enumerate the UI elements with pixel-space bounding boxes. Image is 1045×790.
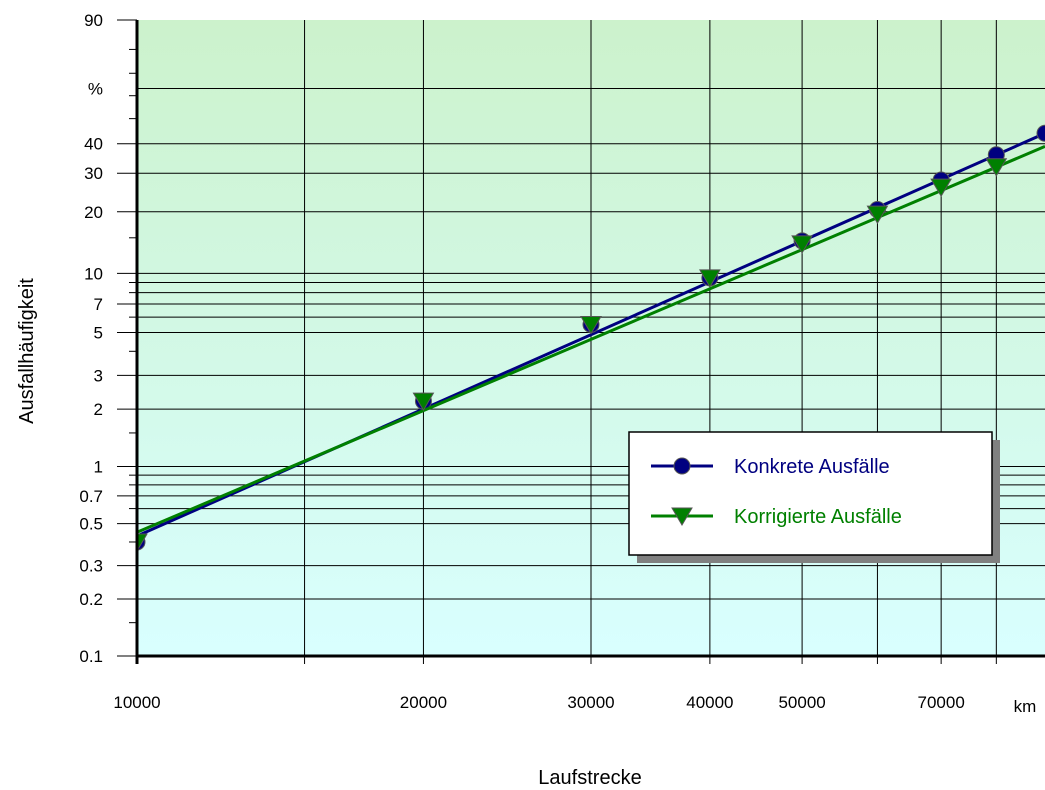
data-point-korrigierte: [930, 178, 953, 198]
data-point-korrigierte: [137, 533, 148, 552]
y-tick-label: 0.3: [79, 557, 103, 576]
y-tick-label: 2: [94, 400, 103, 419]
x-tick-label: 40000: [686, 693, 733, 712]
x-tick-label: 70000: [918, 693, 965, 712]
legend-marker-konkrete: [673, 457, 691, 475]
y-tick-label: 30: [84, 164, 103, 183]
y-tick-label: 7: [94, 295, 103, 314]
series-line-korrigierte: [137, 145, 1045, 534]
y-tick-label: 10: [84, 264, 103, 283]
x-unit-label: km: [1014, 697, 1037, 716]
data-point-korrigierte: [580, 315, 602, 335]
data-point-korrigierte: [791, 235, 813, 254]
data-point-korrigierte: [985, 158, 1008, 177]
y-tick-label: 3: [94, 366, 103, 385]
x-tick-label: 50000: [778, 693, 825, 712]
y-tick-label: 90: [84, 11, 103, 30]
y-tick-label: 0.1: [79, 647, 103, 666]
legend-marker-korrigierte: [671, 507, 693, 526]
y-tick-label: 1: [94, 457, 103, 476]
y-tick-label: 0.7: [79, 487, 103, 506]
axes: [117, 19, 1045, 664]
y-axis-title: Ausfallhäufigkeit: [16, 278, 38, 424]
data-point-korrigierte: [412, 392, 435, 412]
x-tick-label: 30000: [567, 693, 614, 712]
series-layer: [137, 124, 1045, 552]
data-point-konkrete: [1036, 124, 1045, 142]
y-unit-label: %: [88, 80, 103, 99]
y-tick-label: 5: [94, 324, 103, 343]
y-tick-label: 0.2: [79, 590, 103, 609]
legend-box: [628, 431, 993, 556]
y-tick-label: 40: [84, 135, 103, 154]
legend: Konkrete Ausfälle Korrigierte Ausfälle: [628, 431, 1000, 563]
data-point-korrigierte: [699, 269, 721, 288]
data-point-korrigierte: [866, 205, 889, 225]
x-tick-label: 20000: [400, 693, 447, 712]
x-axis-title: Laufstrecke: [538, 767, 641, 789]
x-tick-label: 10000: [113, 693, 160, 712]
legend-label-konkrete: Konkrete Ausfälle: [734, 456, 890, 478]
legend-label-korrigierte: Korrigierte Ausfälle: [734, 506, 902, 528]
y-tick-label: 20: [84, 203, 103, 222]
tick-labels: 0.1 0.2 0.3 0.5 0.7 1 2 3 5 7 10 20 30 40 90% 10000 2000…: [79, 11, 1036, 716]
y-tick-label: 0.5: [79, 515, 103, 534]
